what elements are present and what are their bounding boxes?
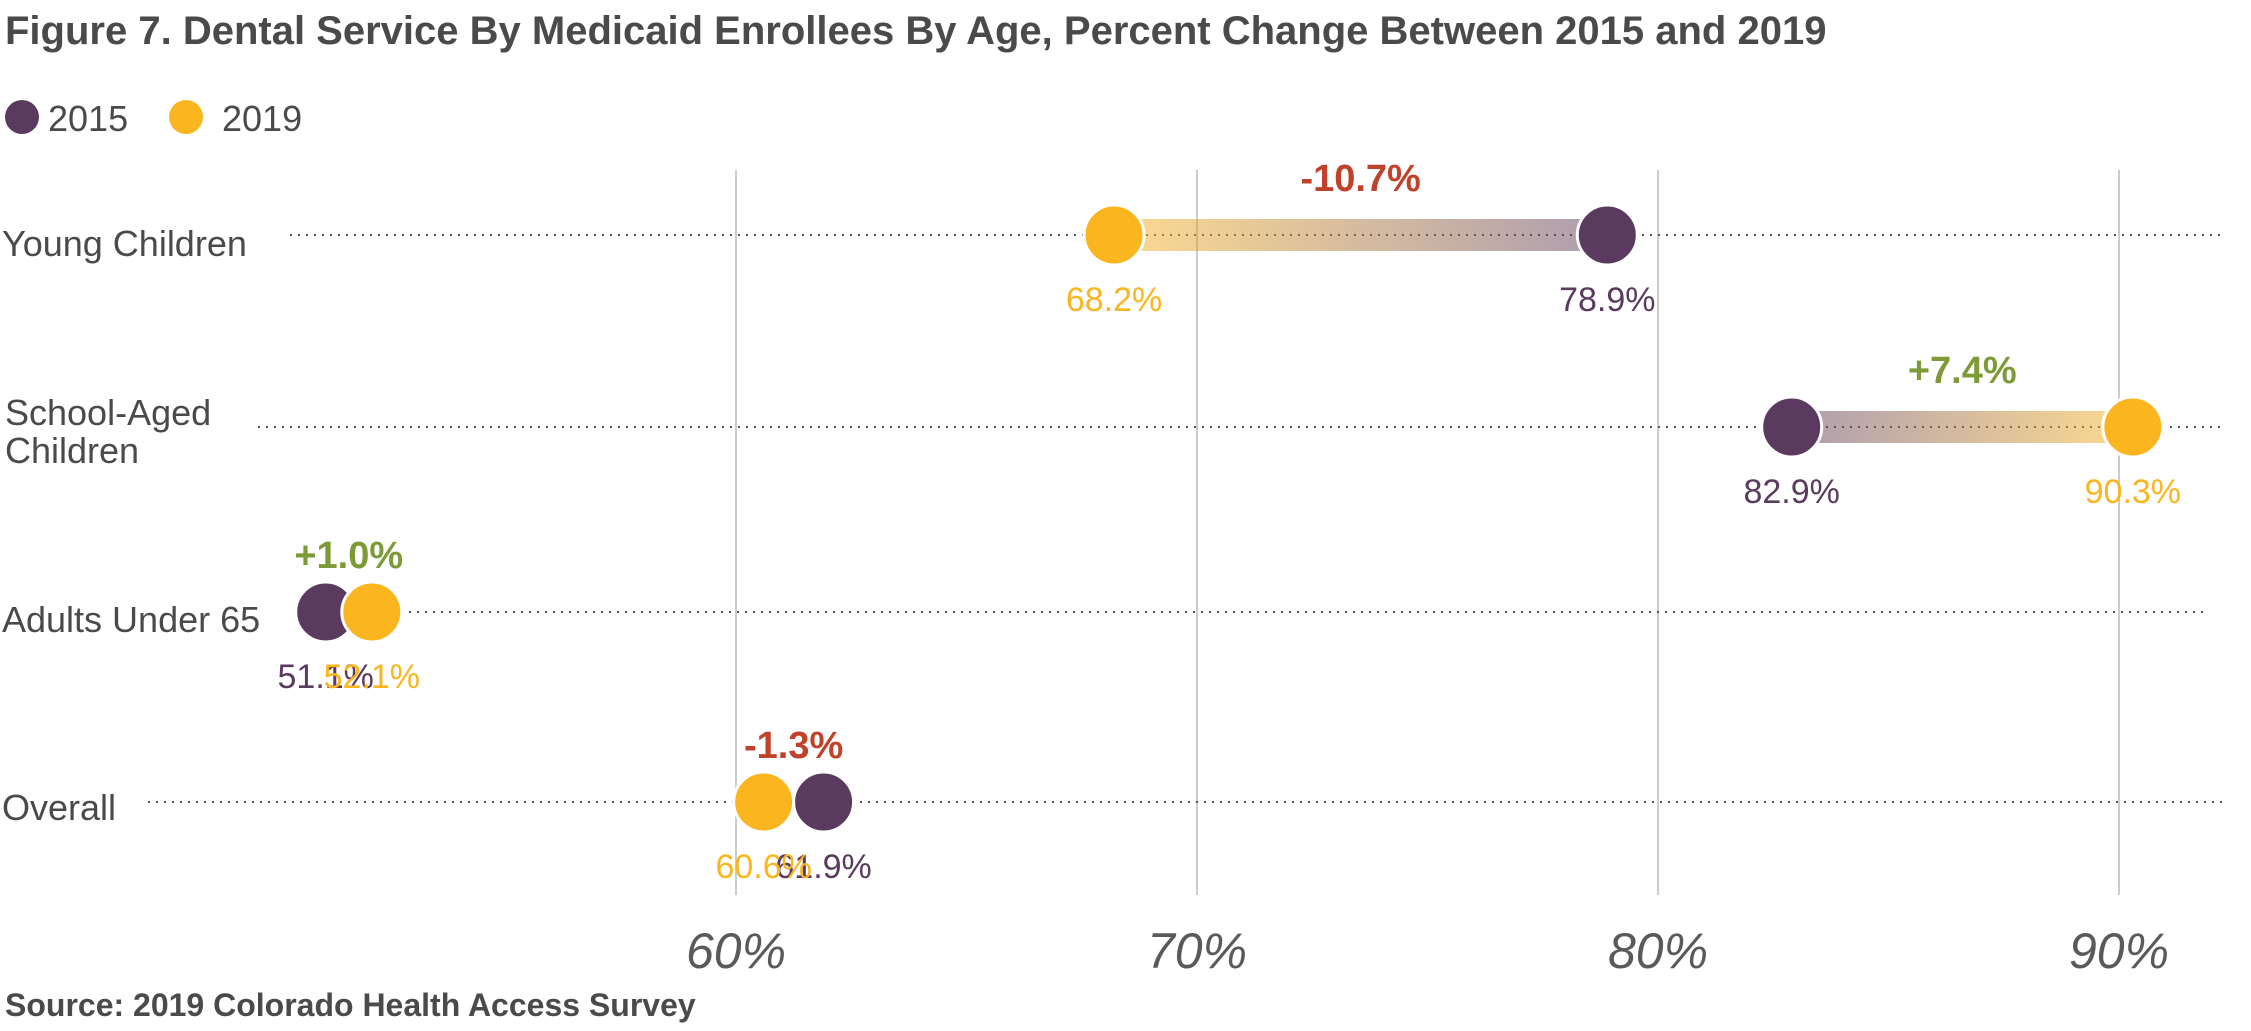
change-label: +7.4% (1908, 350, 2017, 392)
legend-swatch-2019 (169, 100, 203, 134)
category-label: Overall (2, 787, 116, 828)
category-label: School-Aged Children (5, 392, 211, 471)
chart-rows: Young Children 78.9% 68.2% -10.7% School-Age… (2, 158, 2222, 886)
dot-2015 (1575, 203, 1639, 267)
dot-2019 (732, 770, 796, 834)
change-label: -10.7% (1300, 158, 1420, 200)
value-label-2019: 60.6% (715, 848, 811, 886)
dot-2015 (1760, 395, 1824, 459)
connector-bar (1791, 411, 2133, 443)
change-label: +1.0% (294, 535, 403, 577)
legend: 2015 2019 (5, 98, 302, 139)
x-tick-label: 60% (686, 923, 786, 979)
dot-2019 (2101, 395, 2165, 459)
dot-2019 (1082, 203, 1146, 267)
dot-2019 (340, 580, 404, 644)
value-label-2015: 82.9% (1743, 473, 1839, 511)
value-label-2019: 90.3% (2085, 473, 2181, 511)
row-1: School-Aged Children 82.9% 90.3% +7.4% (5, 350, 2222, 511)
dot-2015 (792, 770, 856, 834)
category-label: Young Children (2, 223, 247, 264)
source-note: Source: 2019 Colorado Health Access Surv… (5, 987, 696, 1023)
legend-label-2015: 2015 (48, 98, 128, 139)
category-label: Adults Under 65 (2, 599, 260, 640)
value-label-2019: 52.1% (324, 658, 420, 696)
row-3: Overall 61.9%60.6% -1.3% (2, 725, 2222, 886)
value-label-2015: 61.9% (775, 848, 871, 886)
value-label-2015: 78.9% (1559, 281, 1655, 319)
legend-swatch-2015 (5, 100, 39, 134)
chart-title: Figure 7. Dental Service By Medicaid Enr… (5, 9, 1826, 53)
x-tick-label: 90% (2069, 923, 2169, 979)
row-0: Young Children 78.9% 68.2% -10.7% (2, 158, 2222, 319)
gridlines (735, 170, 2120, 895)
value-label-2019: 68.2% (1066, 281, 1162, 319)
legend-label-2019: 2019 (222, 98, 302, 139)
x-tick-label: 70% (1147, 923, 1247, 979)
change-label: -1.3% (744, 725, 843, 767)
x-tick-label: 80% (1608, 923, 1708, 979)
row-2: Adults Under 65 51.1%52.1% +1.0% (2, 535, 2203, 696)
value-label-2015: 51.1% (278, 658, 374, 696)
x-axis-ticks: 60% 70% 80% 90% (686, 923, 2169, 979)
connector-bar (1114, 219, 1608, 251)
